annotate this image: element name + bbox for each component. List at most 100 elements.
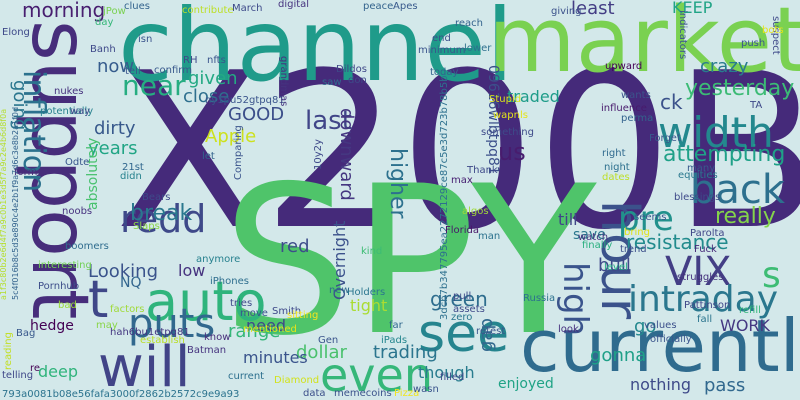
word: Parolta	[690, 228, 725, 239]
word: bring	[624, 227, 650, 238]
word: tight	[350, 296, 388, 315]
word: though	[418, 363, 475, 382]
word: officially	[650, 334, 692, 345]
word: given	[188, 68, 238, 89]
word: iPads	[381, 335, 408, 346]
word: till	[558, 210, 578, 229]
word: jPow	[103, 6, 126, 17]
word: night	[604, 162, 630, 173]
word: equities	[678, 170, 718, 181]
word: market	[488, 0, 800, 93]
word: Looking	[88, 261, 158, 282]
word: Comparing	[233, 125, 244, 180]
word: Florida	[445, 225, 480, 236]
word: grandmas	[278, 56, 289, 107]
word: ny1pu52gtpq81	[205, 95, 285, 106]
word: establish	[140, 335, 185, 346]
word: minutes	[243, 348, 308, 367]
word: way	[70, 106, 91, 117]
word: NQ	[120, 275, 142, 291]
word: zero	[451, 312, 473, 323]
word: current	[228, 371, 265, 382]
word: Thank	[467, 165, 498, 176]
word: push	[741, 38, 766, 49]
word: save	[573, 227, 606, 243]
word: filled	[440, 372, 465, 383]
word: tries	[230, 298, 253, 309]
word: contribute	[182, 5, 234, 16]
word: X200B	[115, 26, 800, 277]
word: tell	[125, 66, 141, 77]
word: minimum	[418, 45, 466, 56]
word: attempting	[663, 142, 786, 167]
word: dollar	[296, 342, 347, 363]
word: auto	[145, 270, 267, 333]
word: struggles	[677, 272, 724, 283]
word: interesting	[38, 260, 92, 271]
word: isn	[138, 34, 153, 45]
word: don	[348, 75, 367, 86]
word: currently	[520, 304, 800, 388]
word: crazy	[700, 56, 749, 77]
word: values	[644, 320, 677, 331]
word: VIX	[665, 249, 732, 295]
word: ck	[660, 90, 683, 114]
word: lower	[464, 43, 492, 54]
word: dates	[602, 172, 630, 183]
word: Banh	[90, 44, 116, 55]
word: boomers	[65, 241, 109, 252]
word: really	[715, 204, 776, 229]
word: morning	[22, 0, 106, 22]
word: pull	[453, 291, 472, 302]
word: GOOD	[228, 104, 285, 125]
word: back	[690, 167, 786, 213]
word: let	[202, 151, 215, 162]
word: know	[204, 332, 231, 343]
word: look	[558, 324, 579, 335]
word: today	[430, 67, 459, 78]
word: bad	[58, 300, 77, 311]
word: bull	[598, 255, 631, 276]
word: Apes	[393, 1, 418, 12]
word: Dildos	[336, 64, 367, 75]
word: TA	[750, 100, 763, 111]
word: Bag	[16, 328, 36, 339]
word: algos	[462, 206, 489, 217]
word: assets	[453, 304, 485, 315]
word: yesterday	[685, 76, 795, 101]
word: gonna	[590, 345, 647, 366]
word: RH	[183, 55, 198, 66]
word: s	[762, 255, 781, 296]
word: a1f3c80b2e6d4f7a9c0b1e3d5f7a9c2e4b6d8f0a	[0, 108, 8, 300]
word: noobs	[62, 206, 93, 217]
word: width	[658, 108, 774, 157]
word: reach	[455, 18, 484, 29]
word: memecoins	[334, 388, 392, 399]
word: red	[280, 236, 310, 257]
word: man	[478, 231, 501, 242]
word: watch	[578, 232, 609, 243]
word: higher	[385, 148, 410, 219]
word: traded	[507, 87, 560, 106]
word: didn	[120, 171, 142, 182]
word: Holders	[347, 287, 386, 298]
word: trend	[620, 244, 647, 255]
word: kind	[361, 246, 383, 257]
word: Bears	[142, 192, 171, 203]
word: may	[96, 320, 118, 331]
word: wants	[621, 90, 651, 101]
word: low	[178, 261, 206, 280]
word: t	[88, 270, 109, 330]
word: see	[418, 304, 510, 364]
word: intraday	[628, 279, 779, 320]
word: nukes	[54, 86, 84, 97]
word: pre	[618, 199, 674, 239]
word: go	[634, 316, 657, 337]
word: range	[228, 321, 281, 342]
word: SPY	[222, 143, 597, 381]
word: 5c4f016b8c5d3e890c4e2b1f9a7d6c3e8b2a1f0d	[11, 106, 20, 300]
word: need	[246, 316, 286, 335]
word: move	[240, 308, 268, 319]
word: downward	[336, 108, 357, 201]
word: clues	[124, 1, 150, 12]
